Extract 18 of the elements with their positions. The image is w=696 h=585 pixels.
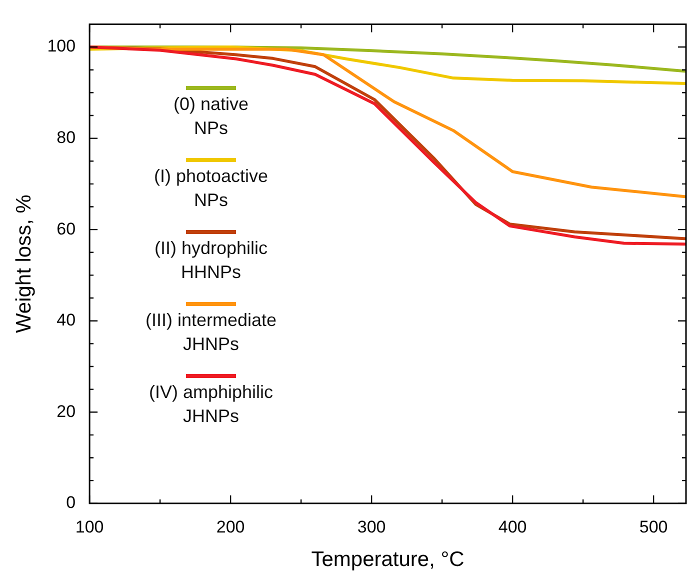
x-tick-label: 300 [357,517,386,536]
x-tick-label: 100 [75,517,104,536]
x-tick-label: 400 [498,517,527,536]
legend-label: (III) intermediate JHNPs [145,309,277,356]
y-tick-label: 100 [47,36,76,56]
legend-label: (IV) amphiphilic JHNPs [148,381,274,428]
legend-label: (I) photoactive NPs [154,165,268,212]
y-tick-label: 40 [56,310,76,330]
legend-label: (0) native NPs [173,93,249,140]
y-tick-label: 20 [56,402,76,421]
legend-label: (II) hydrophilic HHNPs [154,237,268,284]
y-tick-label: 0 [66,493,76,512]
y-axis-title: Weight loss, % [12,194,36,334]
x-axis-title: Temperature, °C [311,548,464,572]
y-tick-label: 80 [56,128,76,147]
y-tick-label: 60 [56,219,76,238]
x-tick-label: 500 [639,517,668,536]
x-tick-label: 200 [216,517,245,536]
